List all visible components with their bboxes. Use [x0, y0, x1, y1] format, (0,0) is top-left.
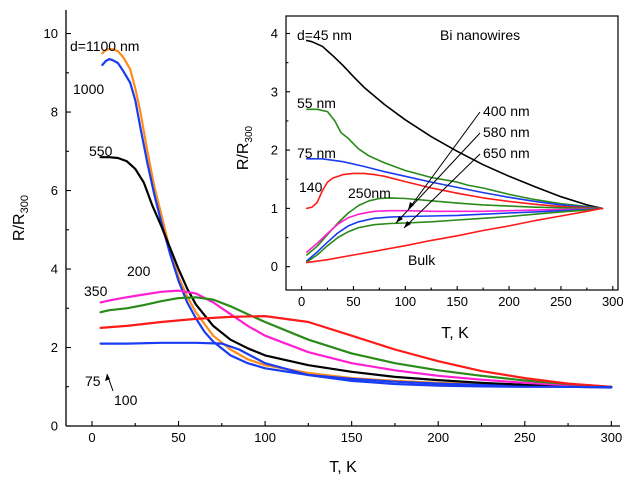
main-label-75: 75 [85, 373, 101, 389]
inset-arrowhead-580 [396, 216, 403, 223]
x-tick-label: 0 [298, 294, 305, 309]
y-tick-label: 6 [51, 183, 58, 198]
x-tick-label: 200 [427, 430, 449, 445]
main-arrowhead-100 [105, 374, 110, 381]
x-tick-label: 150 [446, 294, 468, 309]
series-line-1-8 [306, 207, 604, 264]
main-label-350: 350 [84, 283, 108, 299]
inset-tick-labels: 0 50 100 150 200 250 300 0 1 2 3 4 [271, 26, 624, 309]
x-tick-label: 150 [341, 430, 363, 445]
inset-title: Bi nanowires [440, 27, 520, 43]
series-line-0-4 [99, 296, 613, 388]
inset-label-140: 140 [299, 179, 323, 195]
y-tick-label: 0 [271, 259, 278, 274]
y-tick-label: 2 [271, 143, 278, 158]
series-line-1-3 [306, 172, 604, 210]
series-line-0-1 [101, 58, 613, 389]
inset-label-580: 580 nm [483, 124, 530, 140]
x-tick-label: 50 [346, 294, 360, 309]
series-line-1-2 [306, 158, 604, 210]
y-tick-label: 4 [51, 262, 58, 277]
inset-label-45: d=45 nm [297, 27, 352, 43]
inset-x-axis-title: T, K [441, 325, 469, 342]
main-axes [65, 10, 620, 427]
y-tick-label: 0 [51, 419, 58, 434]
inset-arrowhead-650 [404, 221, 411, 228]
x-tick-label: 250 [514, 430, 536, 445]
x-tick-label: 50 [171, 430, 185, 445]
y-tick-label: 10 [44, 26, 58, 41]
inset-series-group [306, 39, 604, 264]
main-label-1000: 1000 [73, 81, 104, 97]
series-line-1-0 [306, 39, 604, 210]
main-label-200: 200 [127, 263, 151, 279]
x-tick-label: 300 [602, 294, 624, 309]
inset-frame [285, 15, 619, 291]
inset-label-bulk: Bulk [408, 252, 436, 268]
inset-arrow-580 [395, 132, 481, 224]
inset-arrow-400 [407, 111, 481, 211]
series-line-1-7 [306, 207, 604, 263]
inset-label-75: 75 nm [297, 145, 336, 161]
series-line-0-3 [99, 289, 613, 388]
x-tick-label: 250 [550, 294, 572, 309]
series-line-0-6 [99, 341, 613, 389]
series-line-0-5 [99, 315, 613, 388]
x-tick-label: 0 [88, 430, 95, 445]
main-label-1100: d=1100 nm [70, 38, 139, 54]
y-tick-label: 8 [51, 105, 58, 120]
x-tick-label: 200 [498, 294, 520, 309]
y-tick-label: 2 [51, 340, 58, 355]
series-line-1-1 [306, 108, 604, 210]
x-tick-label: 100 [254, 430, 276, 445]
main-label-550: 550 [89, 143, 113, 159]
main-x-axis-title: T, K [329, 459, 357, 476]
main-series-group [99, 48, 613, 389]
inset-y-axis-title: R/R300 [235, 125, 255, 170]
y-tick-label: 1 [271, 201, 278, 216]
inset-label-55: 55 nm [297, 95, 336, 111]
series-line-1-6 [306, 207, 604, 262]
x-tick-label: 300 [600, 430, 622, 445]
inset-plot: 0 50 100 150 200 250 300 0 1 2 3 4 T, K R/R300 Bi n… [235, 15, 624, 342]
x-tick-label: 100 [394, 294, 416, 309]
inset-arrow-650 [403, 153, 481, 229]
inset-axes [286, 32, 614, 290]
y-tick-label: 4 [271, 26, 278, 41]
main-label-100: 100 [114, 392, 138, 408]
inset-label-250: 250nm [348, 185, 391, 201]
series-line-0-2 [99, 156, 613, 388]
inset-label-400: 400 nm [483, 103, 530, 119]
y-tick-label: 3 [271, 84, 278, 99]
inset-label-650: 650 nm [483, 145, 530, 161]
series-line-1-5 [306, 207, 604, 253]
main-y-axis-title: R/R300 [11, 195, 31, 241]
